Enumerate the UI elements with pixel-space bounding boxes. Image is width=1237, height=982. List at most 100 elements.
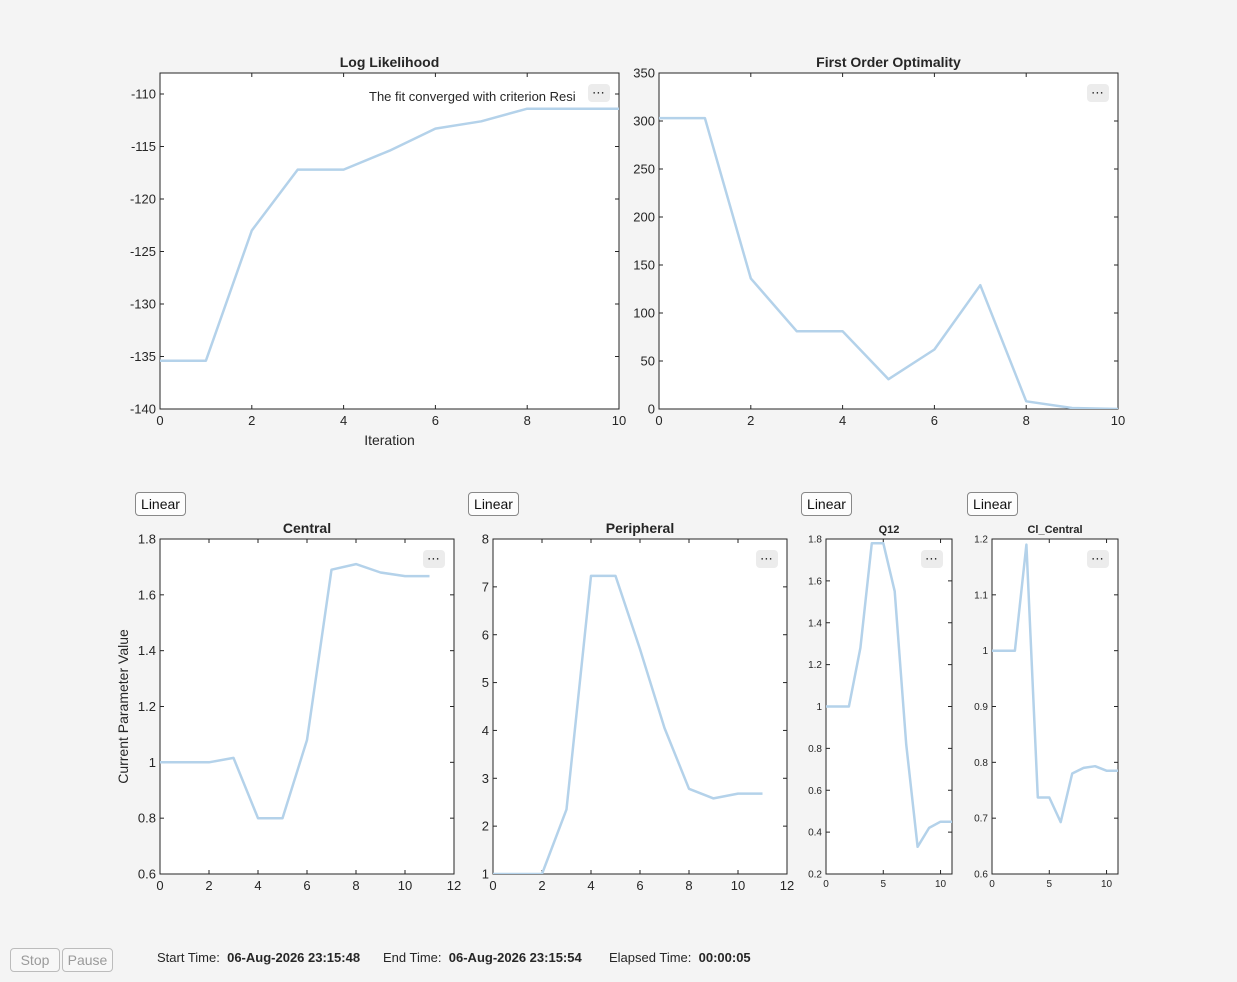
peripheral-scale-button[interactable]: Linear	[468, 492, 519, 516]
q12-ytick-label: 0.4	[808, 828, 822, 839]
start-time-value: 06-Aug-2026 23:15:48	[227, 950, 361, 965]
optimality-ytick-label: 300	[633, 114, 655, 129]
optimality-xtick-label: 4	[839, 413, 846, 428]
central-xtick-label: 4	[254, 878, 261, 893]
cl_central-ytick-label: 0.7	[974, 814, 988, 825]
optimality-ytick-label: 100	[633, 306, 655, 321]
peripheral-xtick-label: 0	[489, 878, 496, 893]
optimality-ytick-label: 0	[648, 402, 655, 417]
central-ytick-label: 0.6	[138, 867, 156, 882]
optimality-ytick-label: 50	[641, 354, 655, 369]
loglik-ytick-label: -140	[130, 402, 156, 417]
optimality-xtick-label: 10	[1111, 413, 1125, 428]
optimality-title: First Order Optimality	[816, 54, 961, 70]
loglik-axes: 0 2 4 6 8 10 -140 -135 -130 -125 -120 -115 -110 Log L…	[130, 54, 626, 448]
cl_central-xtick-label: 5	[1046, 879, 1052, 890]
peripheral-ytick-label: 6	[482, 627, 489, 642]
loglik-xtick-label: 4	[340, 413, 347, 428]
central-ytick-label: 1.8	[138, 532, 156, 547]
q12-ytick-label: 0.8	[808, 744, 822, 755]
cl_central-title: Cl_Central	[1027, 524, 1082, 536]
elapsed-time-value: 00:00:05	[698, 950, 751, 965]
optimality-ytick-label: 200	[633, 210, 655, 225]
end-time: End Time: 06-Aug-2026 23:15:54	[383, 950, 582, 965]
central-xtick-label: 10	[398, 878, 412, 893]
cl-central-more-options-icon[interactable]: ⋯	[1087, 550, 1109, 568]
central-scale-button[interactable]: Linear	[135, 492, 186, 516]
start-time-label: Start Time:	[157, 950, 220, 965]
q12-ytick-label: 1.4	[808, 618, 822, 629]
peripheral-ytick-label: 4	[482, 723, 489, 738]
optimality-ytick-label: 350	[633, 66, 655, 81]
cl_central-ytick-label: 1.2	[974, 535, 988, 546]
optimality-plot-area	[658, 72, 1119, 410]
central-ytick-label: 1.2	[138, 699, 156, 714]
q12-series-line	[826, 541, 952, 849]
loglik-xtick-label: 10	[612, 413, 626, 428]
peripheral-title: Peripheral	[606, 520, 674, 536]
cl_central-ytick-label: 0.6	[974, 870, 988, 881]
q12-xtick-label: 5	[880, 879, 886, 890]
peripheral-xtick-label: 10	[731, 878, 745, 893]
optimality-ytick-label: 150	[633, 258, 655, 273]
central-more-options-icon[interactable]: ⋯	[423, 550, 445, 568]
cl-central-scale-button[interactable]: Linear	[967, 492, 1018, 516]
loglik-ytick-label: -125	[130, 244, 156, 259]
peripheral-ytick-label: 5	[482, 675, 489, 690]
central-title: Central	[283, 520, 331, 536]
loglik-series-line	[160, 107, 619, 362]
loglik-more-options-icon[interactable]: ⋯	[588, 84, 610, 102]
q12-axes: 0 5 10 0.2 0.4 0.6 0.8 1 1.2 1.4 1.6 1.8 Q12	[808, 524, 953, 890]
peripheral-xtick-label: 2	[538, 878, 545, 893]
end-time-label: End Time:	[383, 950, 442, 965]
optimality-xtick-label: 0	[655, 413, 662, 428]
loglik-ytick-label: -130	[130, 297, 156, 312]
q12-scale-button[interactable]: Linear	[801, 492, 852, 516]
cl_central-ytick-label: 0.9	[974, 702, 988, 713]
q12-ytick-label: 0.6	[808, 786, 822, 797]
peripheral-xtick-label: 6	[636, 878, 643, 893]
central-xtick-label: 12	[447, 878, 461, 893]
optimality-series-line	[659, 116, 1118, 409]
optimality-more-options-icon[interactable]: ⋯	[1087, 84, 1109, 102]
central-plot-area	[159, 538, 455, 875]
loglik-ytick-label: -120	[130, 192, 156, 207]
q12-ytick-label: 1.8	[808, 535, 822, 546]
peripheral-ytick-label: 7	[482, 579, 489, 594]
cl_central-ytick-label: 0.8	[974, 758, 988, 769]
q12-ytick-label: 1.6	[808, 576, 822, 587]
loglik-xtick-label: 2	[248, 413, 255, 428]
cl_central-ytick-label: 1	[982, 646, 988, 657]
stop-button[interactable]: Stop	[10, 948, 60, 972]
central-ytick-label: 0.8	[138, 811, 156, 826]
peripheral-xtick-label: 8	[685, 878, 692, 893]
peripheral-series-line	[493, 574, 763, 874]
cl_central-ytick-label: 1.1	[974, 590, 988, 601]
central-ytick-label: 1	[149, 755, 156, 770]
loglik-xtick-label: 6	[432, 413, 439, 428]
q12-more-options-icon[interactable]: ⋯	[921, 550, 943, 568]
peripheral-ytick-label: 2	[482, 819, 489, 834]
central-xtick-label: 2	[205, 878, 212, 893]
central-ytick-label: 1.4	[138, 643, 156, 658]
pause-button[interactable]: Pause	[62, 948, 113, 972]
cl_central-series-line	[992, 543, 1118, 824]
optimality-xtick-label: 6	[931, 413, 938, 428]
cl_central-xtick-label: 10	[1101, 879, 1113, 890]
optimality-xtick-label: 8	[1023, 413, 1030, 428]
central-ylabel: Current Parameter Value	[115, 629, 131, 784]
q12-ytick-label: 0.2	[808, 870, 822, 881]
convergence-message: The fit converged with criterion Resi	[369, 89, 576, 104]
peripheral-xtick-label: 4	[587, 878, 594, 893]
peripheral-more-options-icon[interactable]: ⋯	[756, 550, 778, 568]
central-ytick-label: 1.6	[138, 587, 156, 602]
central-xtick-label: 6	[303, 878, 310, 893]
central-series-line	[160, 562, 430, 820]
loglik-xtick-label: 0	[156, 413, 163, 428]
q12-xtick-label: 10	[935, 879, 947, 890]
loglik-ytick-label: -110	[131, 87, 156, 102]
q12-title: Q12	[879, 524, 900, 536]
